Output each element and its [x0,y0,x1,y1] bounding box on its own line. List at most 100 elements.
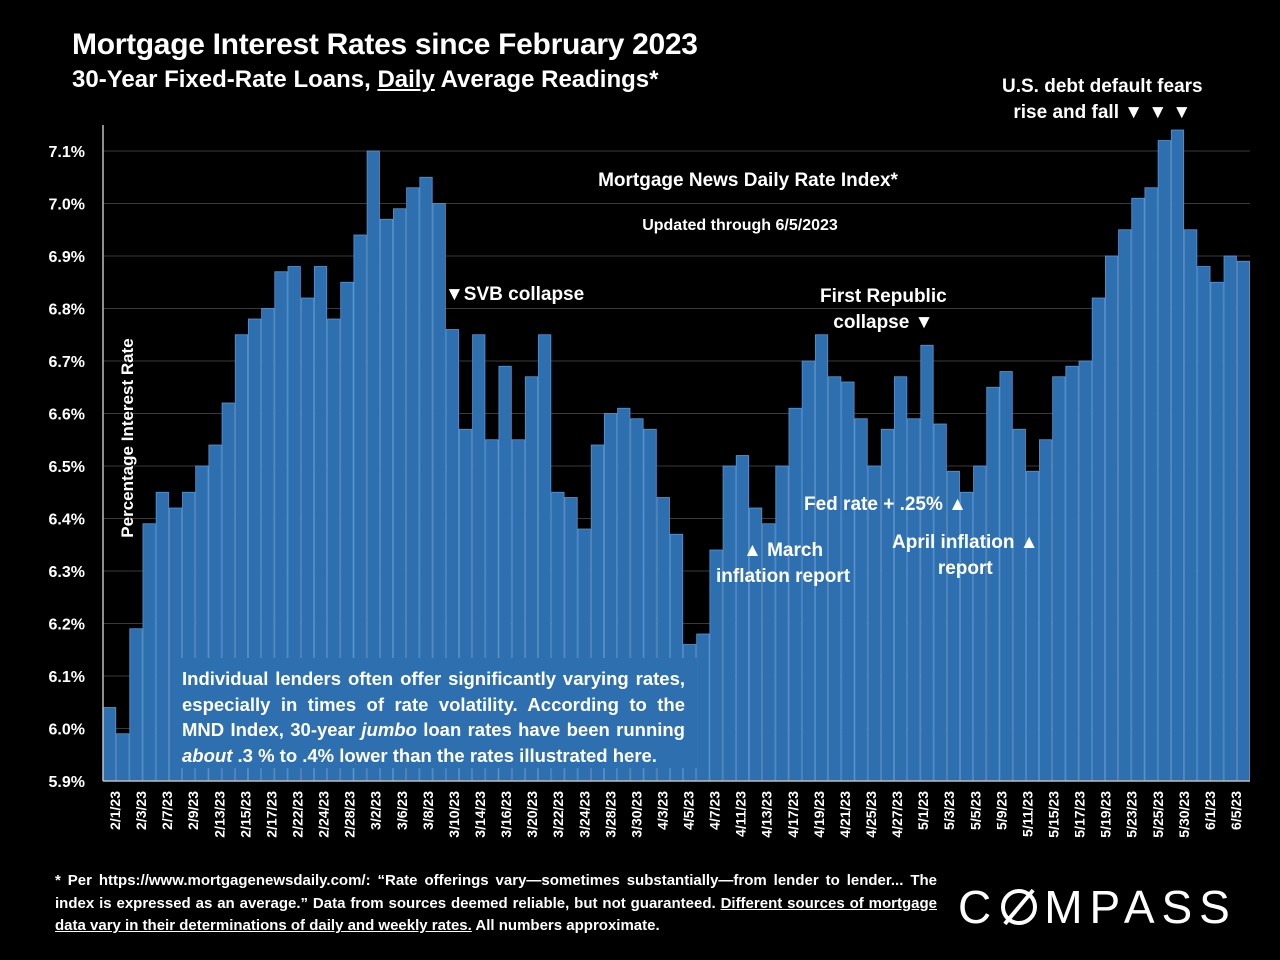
april-line2: report [937,558,993,579]
x-tick-label: 3/14/23 [472,791,488,838]
y-tick-label: 6.1% [49,669,85,686]
x-tick-label: 2/15/23 [237,791,253,838]
y-tick-label: 7.0% [49,197,85,214]
x-tick-label: 5/9/23 [993,791,1009,830]
bar [933,423,947,782]
x-tick-label: 3/8/23 [420,791,436,830]
bar [1039,439,1053,782]
bar [986,386,1000,782]
x-tick-label: 3/10/23 [446,791,462,838]
bar [1065,365,1079,782]
bar [116,733,130,782]
bar [1091,297,1105,782]
x-tick-label: 6/1/23 [1202,791,1218,830]
x-tick-label: 3/28/23 [602,791,618,838]
bar [722,465,736,782]
fed-rate-annotation: Fed rate + .25% ▲ [804,494,967,515]
x-tick-label: 5/17/23 [1072,791,1088,838]
x-tick-label: 5/19/23 [1098,791,1114,838]
x-tick-label: 2/1/23 [107,791,123,830]
x-tick-label: 5/3/23 [941,791,957,830]
x-tick-label: 5/15/23 [1045,791,1061,838]
updated-through-label: Updated through 6/5/2023 [642,217,838,234]
x-tick-label: 2/3/23 [133,791,149,830]
debt-line1: U.S. debt default fears [1002,76,1203,97]
bar [1104,255,1119,782]
x-tick-label: 2/13/23 [211,791,227,838]
x-tick-label: 2/28/23 [342,791,358,838]
x-tick-label: 3/22/23 [550,791,566,838]
x-tick-label: 5/1/23 [915,791,931,830]
x-tick-label: 4/5/23 [681,791,697,830]
x-tick-label: 2/17/23 [263,791,279,838]
debt-default-annotation: U.S. debt default fears rise and fall ▼ … [1002,74,1203,126]
bar [775,465,789,782]
x-tick-label: 3/16/23 [498,791,514,838]
y-axis-label: Percentage Interest Rate [118,338,137,538]
march-line2: inflation report [716,566,851,587]
x-tick-label: 4/3/23 [654,791,670,830]
y-tick-label: 6.0% [49,722,85,739]
x-tick-label: 4/27/23 [889,791,905,838]
bar [1197,266,1211,782]
x-tick-label: 5/11/23 [1019,791,1035,837]
bar [129,628,143,782]
bar [946,470,960,782]
x-tick-label: 4/13/23 [759,791,775,838]
bar [1025,470,1040,782]
bar [1236,260,1250,782]
compass-logo-o-icon [1001,889,1038,925]
y-tick-label: 6.4% [49,512,85,529]
first-republic-annotation: First Republic collapse ▼ [820,284,947,336]
y-tick-label: 6.7% [49,354,85,371]
bar [1223,255,1237,782]
y-tick-label: 6.3% [49,564,85,581]
source-footnote: * Per https://www.mortgagenewsdaily.com/… [55,872,937,934]
march-inflation-annotation: ▲ March inflation report [716,538,850,590]
x-tick-label: 5/5/23 [967,791,983,830]
jumbo-loan-note: Individual lenders often offer significa… [170,658,697,768]
x-tick-label: 3/6/23 [394,791,410,830]
april-line1: April inflation ▲ [892,532,1039,553]
svb-collapse-annotation: ▼SVB collapse [445,284,585,305]
chart-title: Mortgage Interest Rates since February 2… [72,28,698,61]
x-tick-label: 2/22/23 [290,791,306,838]
y-tick-label: 6.9% [49,249,85,266]
y-tick-label: 6.8% [49,302,85,319]
bar [142,523,156,782]
y-tick-label: 5.9% [49,774,85,791]
x-tick-label: 4/7/23 [707,791,723,830]
y-tick-label: 7.1% [49,144,85,161]
compass-logo: C MPASS [958,881,1237,933]
x-tick-label: 2/9/23 [185,791,201,830]
x-tick-label: 3/2/23 [368,791,384,830]
bar [907,418,921,782]
x-tick-label: 6/5/23 [1228,791,1244,830]
bar [103,707,117,782]
x-tick-label: 5/23/23 [1124,791,1140,838]
bar [973,465,987,782]
x-tick-label: 5/25/23 [1150,791,1166,838]
x-tick-label: 2/7/23 [159,791,175,830]
first-republic-line1: First Republic [820,286,947,307]
x-tick-label: 2/24/23 [316,791,332,838]
x-tick-label: 4/25/23 [863,791,879,838]
y-tick-label: 6.5% [49,459,85,476]
y-tick-label: 6.2% [49,617,85,634]
bar [1012,428,1026,782]
x-tick-label: 4/19/23 [811,791,827,838]
bar [1078,360,1092,782]
x-tick-label: 5/30/23 [1176,791,1192,838]
bar [1184,229,1198,782]
bar [155,491,169,782]
bar [854,418,868,782]
bar [788,407,802,782]
bar [696,633,710,782]
bar [735,455,750,782]
chart-subtitle: 30-Year Fixed-Rate Loans, Daily Average … [72,66,659,93]
x-tick-label: 3/20/23 [524,791,540,838]
bar [1170,129,1185,782]
x-tick-label: 3/24/23 [576,791,592,838]
bar [1131,197,1145,782]
